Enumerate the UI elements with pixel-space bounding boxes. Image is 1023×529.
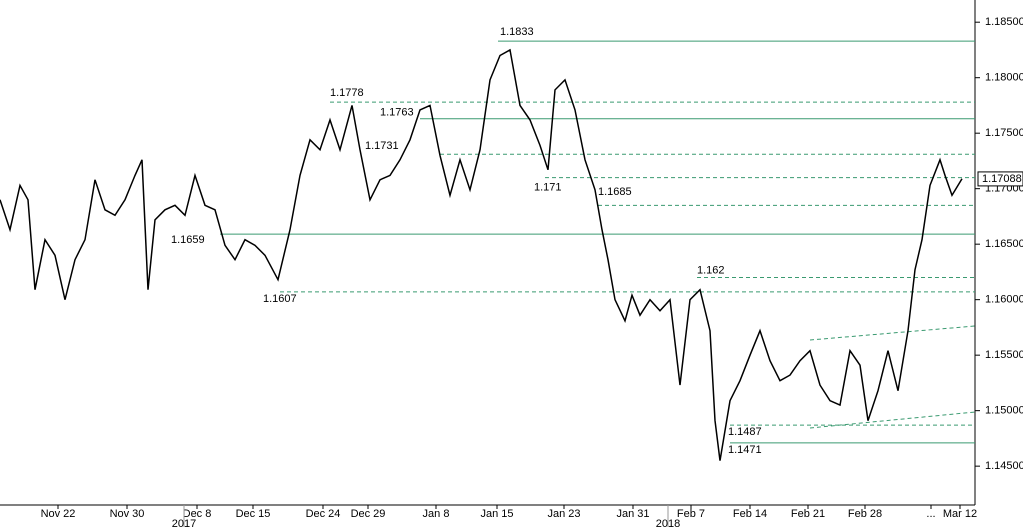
x-tick-label: Feb 14 xyxy=(733,508,767,520)
x-tick-label: Dec 24 xyxy=(306,508,341,520)
level-label: 1.171 xyxy=(534,181,562,193)
level-label: 1.1471 xyxy=(728,444,762,456)
level-label: 1.1833 xyxy=(500,26,534,38)
x-tick-label: Jan 31 xyxy=(616,508,649,520)
y-tick-label: 1.16500 xyxy=(985,238,1023,250)
y-tick-label: 1.18000 xyxy=(985,72,1023,84)
year-label: 2018 xyxy=(656,518,680,529)
level-label: 1.1685 xyxy=(598,186,632,198)
x-tick-label: Jan 8 xyxy=(423,508,450,520)
x-tick-label: Feb 7 xyxy=(677,508,705,520)
y-tick-label: 1.15000 xyxy=(985,405,1023,417)
x-tick-label: Nov 22 xyxy=(41,508,76,520)
last-price-label: 1.17088 xyxy=(982,173,1022,185)
x-tick-label: Nov 30 xyxy=(110,508,145,520)
x-tick-label: Mar 12 xyxy=(943,508,977,520)
y-tick-label: 1.16000 xyxy=(985,294,1023,306)
trend-line xyxy=(809,325,976,341)
level-label: 1.1607 xyxy=(263,293,297,305)
year-label: 2017 xyxy=(172,518,196,529)
level-label: 1.1763 xyxy=(380,107,414,119)
x-tick-label: Dec 8 xyxy=(183,508,212,520)
x-tick-label: Jan 15 xyxy=(480,508,513,520)
x-tick-label: ... xyxy=(926,508,935,520)
x-tick-label: Feb 21 xyxy=(791,508,825,520)
x-tick-label: Feb 28 xyxy=(848,508,882,520)
trend-line xyxy=(809,411,976,429)
x-tick-label: Jan 23 xyxy=(547,508,580,520)
level-label: 1.162 xyxy=(697,264,725,276)
y-tick-label: 1.17500 xyxy=(985,127,1023,139)
level-label: 1.1487 xyxy=(728,426,762,438)
y-tick-label: 1.18500 xyxy=(985,16,1023,28)
x-tick-label: Dec 29 xyxy=(351,508,386,520)
y-tick-label: 1.15500 xyxy=(985,349,1023,361)
y-tick-label: 1.14500 xyxy=(985,460,1023,472)
level-label: 1.1731 xyxy=(365,140,399,152)
x-tick-label: Dec 15 xyxy=(236,508,271,520)
last-price-box xyxy=(977,171,1023,187)
level-label: 1.1778 xyxy=(330,87,364,99)
price-line xyxy=(0,48,963,461)
level-label: 1.1659 xyxy=(171,234,205,246)
